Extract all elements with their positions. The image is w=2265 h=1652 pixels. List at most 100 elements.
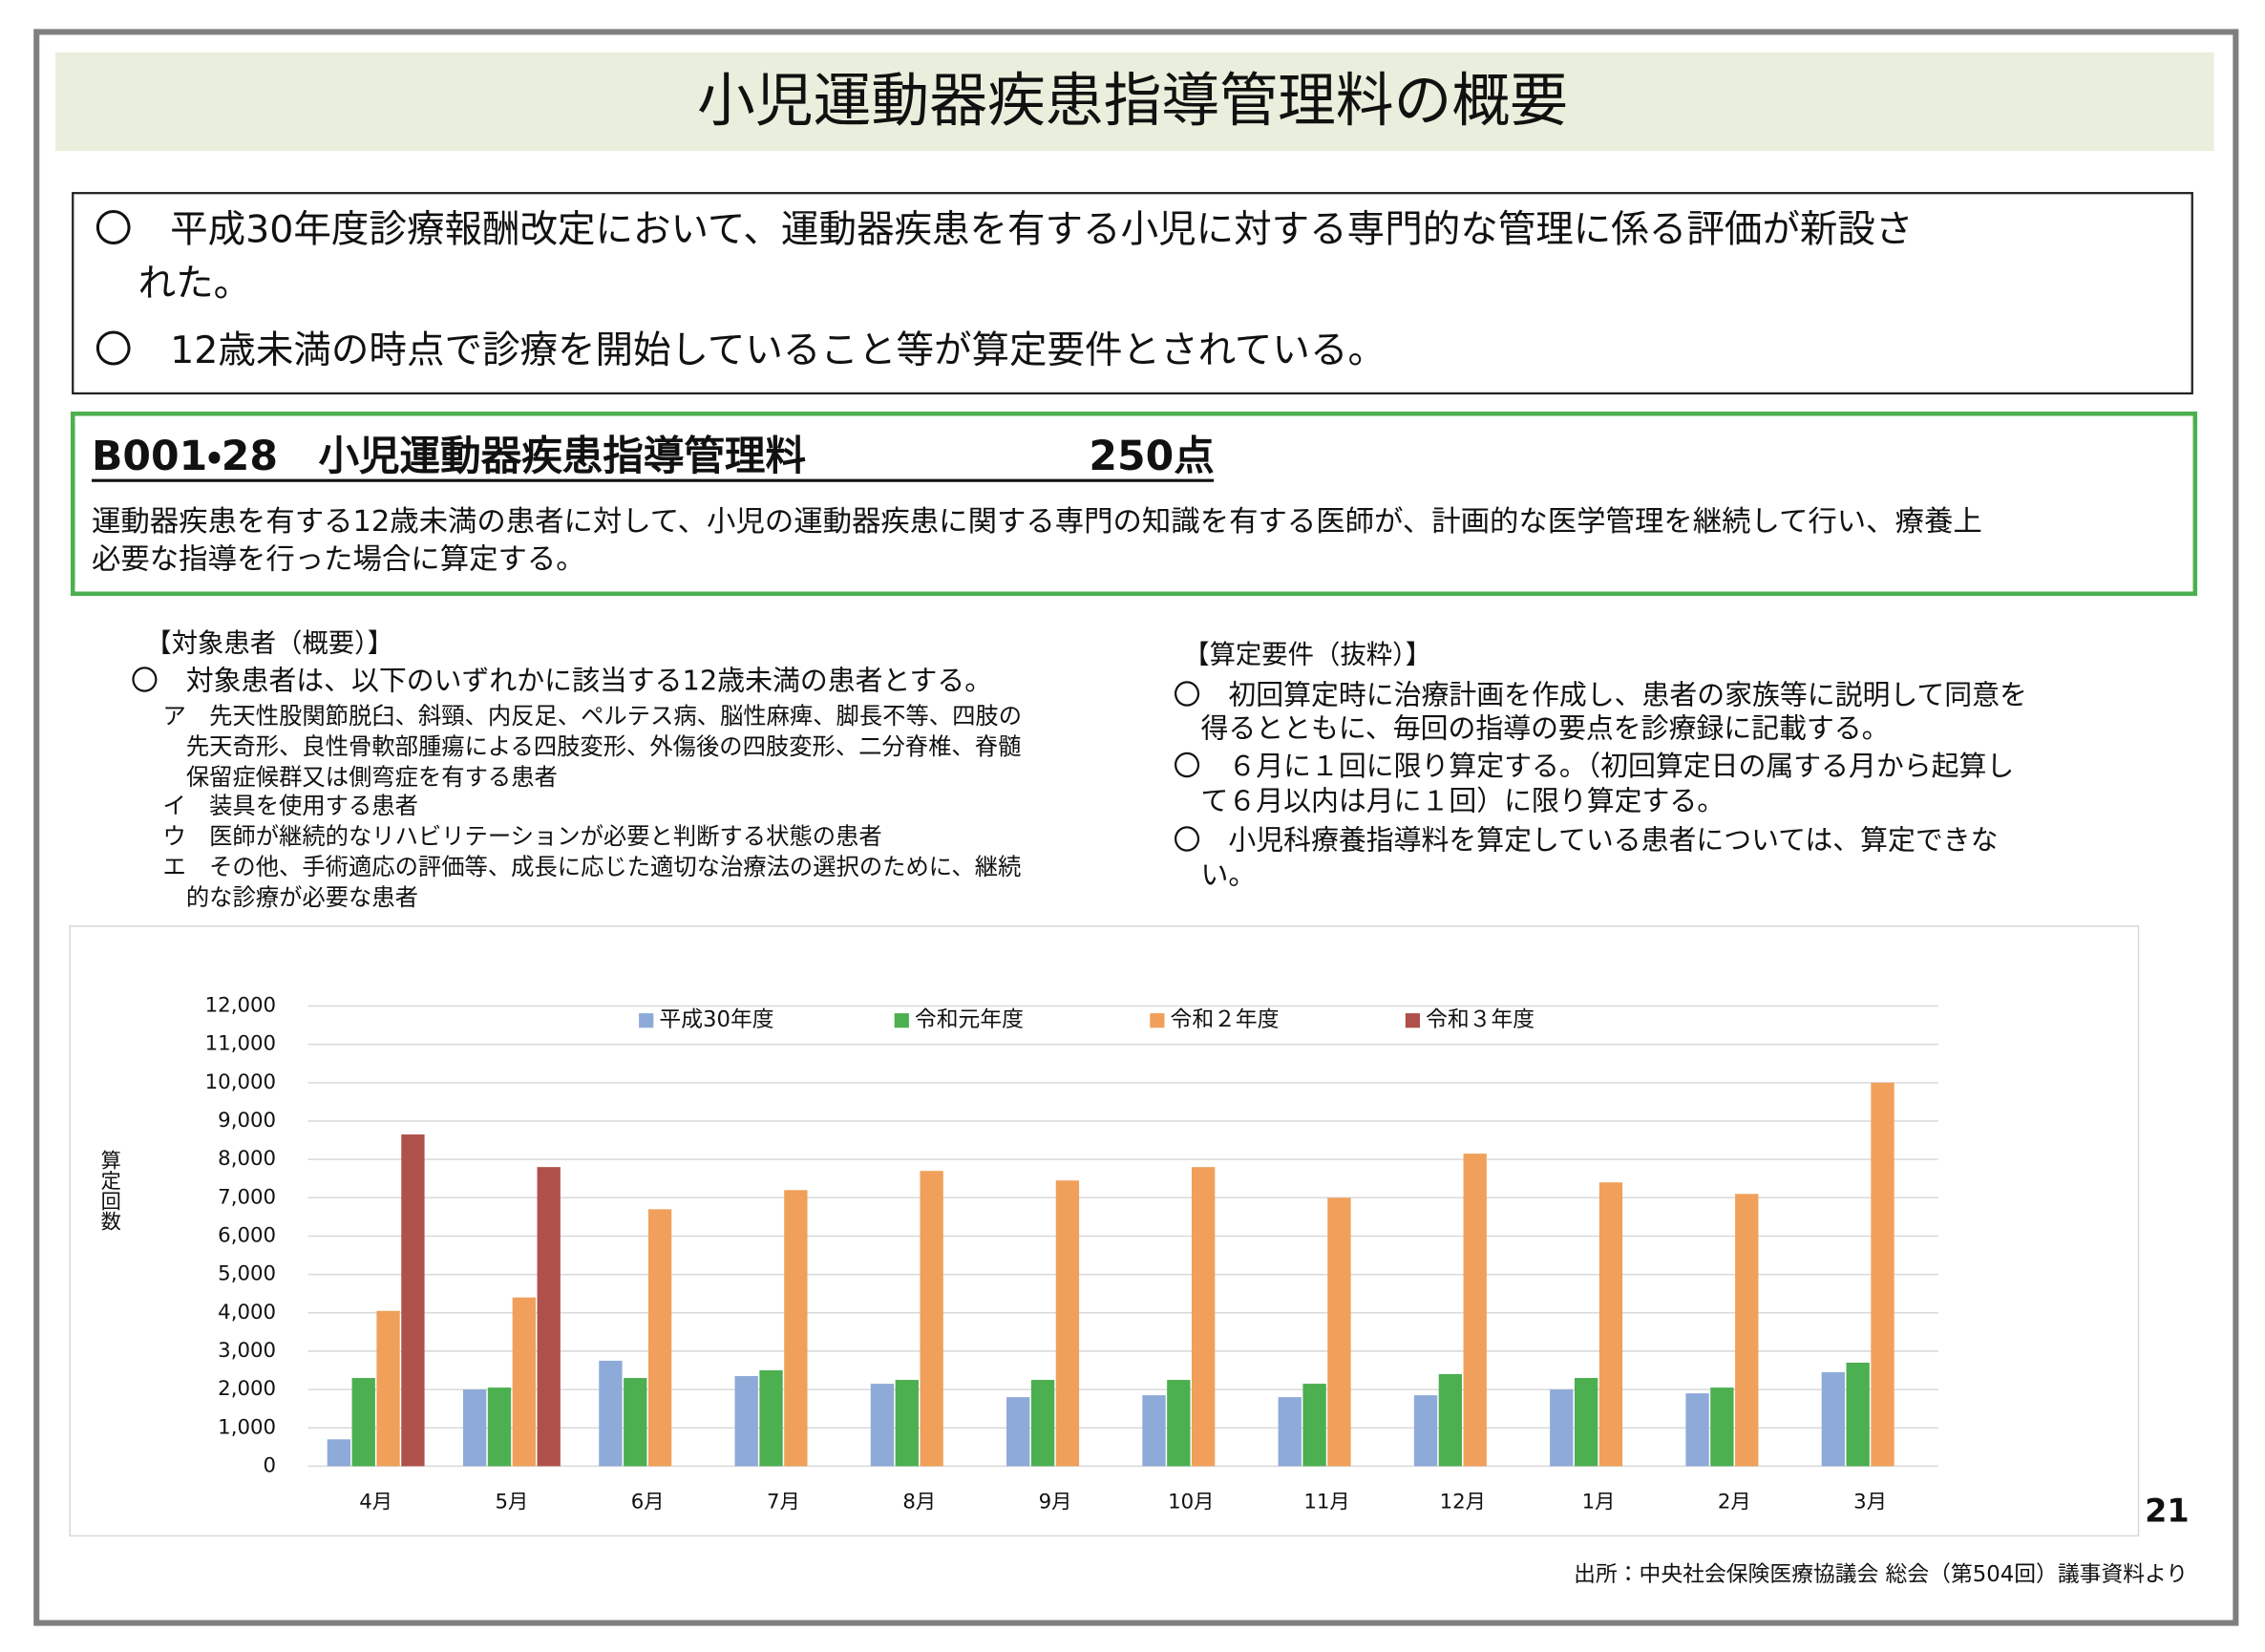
y-tick-label: 3,000 <box>218 1339 276 1363</box>
bar <box>1438 1374 1463 1467</box>
bar <box>895 1380 919 1467</box>
bar <box>1821 1372 1845 1467</box>
bar <box>1278 1397 1302 1467</box>
y-tick-label: 8,000 <box>218 1147 276 1171</box>
summary-line: 〇 12歳未満の時点で診療を開始していること等が算定要件とされている。 <box>95 328 1386 372</box>
bar <box>759 1370 783 1467</box>
y-tick-label: 6,000 <box>218 1223 276 1247</box>
target-item-line: ア 先天性股関節脱臼、斜頸、内反足、ペルテス病、脳性麻痺、脚長不等、四肢の <box>162 702 1022 730</box>
bar <box>1574 1378 1598 1467</box>
bar <box>537 1167 561 1467</box>
bar <box>599 1360 623 1467</box>
fee-box <box>70 411 2198 597</box>
bar <box>1302 1384 1326 1467</box>
requirement-line: い。 <box>1200 858 1256 891</box>
target-item-line: イ 装具を使用する患者 <box>162 792 417 819</box>
bar <box>1142 1395 1166 1467</box>
requirement-line: 〇 初回算定時に治療計画を作成し、患者の家族等に説明して同意を <box>1174 679 2027 711</box>
x-tick-label: 12月 <box>1440 1490 1486 1514</box>
bar <box>1167 1380 1191 1467</box>
x-tick-label: 9月 <box>1039 1490 1072 1514</box>
bar <box>1735 1194 1759 1467</box>
y-tick-label: 2,000 <box>218 1377 276 1401</box>
target-item-line: 保留症候群又は側弯症を有する患者 <box>186 763 558 791</box>
bar <box>1030 1380 1055 1467</box>
summary-line: れた。 <box>138 262 252 306</box>
bar <box>1413 1395 1438 1467</box>
source-note: 出所：中央社会保険医療協議会 総会（第504回）議事資料より <box>1574 1562 2188 1587</box>
y-axis-label: 算定回数 <box>97 1150 121 1232</box>
bar <box>1463 1154 1487 1467</box>
slide-title: 小児運動器疾患指導管理料の概要 <box>697 68 1568 135</box>
summary-box <box>72 192 2193 395</box>
bar <box>1871 1082 1895 1467</box>
fee-points: 250点 <box>1089 433 1214 480</box>
fee-description: 運動器疾患を有する12歳未満の患者に対して、小児の運動器疾患に関する専門の知識を… <box>92 505 1982 539</box>
bar <box>1006 1397 1030 1467</box>
x-tick-label: 3月 <box>1853 1490 1887 1514</box>
x-tick-label: 4月 <box>359 1490 392 1514</box>
target-item-line: 的な診療が必要な患者 <box>186 883 418 911</box>
x-tick-label: 1月 <box>1582 1490 1616 1514</box>
target-intro: 〇 対象患者は、以下のいずれかに該当する12歳未満の患者とする。 <box>131 664 992 696</box>
legend-swatch <box>894 1013 909 1028</box>
bar <box>512 1297 537 1467</box>
target-item-line: 先天奇形、良性骨軟部腫瘍による四肢変形、外傷後の四肢変形、二分脊椎、脊髄 <box>186 732 1022 760</box>
bar <box>1327 1197 1351 1467</box>
requirement-line: て６月以内は月に１回）に限り算定する。 <box>1200 785 1725 817</box>
bar <box>1550 1389 1574 1467</box>
x-tick-label: 11月 <box>1303 1490 1349 1514</box>
bar <box>1598 1182 1623 1467</box>
bar <box>784 1190 808 1467</box>
requirement-line: 〇 ６月に１回に限り算定する。（初回算定日の属する月から起算し <box>1174 750 2015 782</box>
bar <box>1192 1167 1216 1467</box>
bar <box>870 1384 895 1467</box>
target-item-line: エ その他、手術適応の評価等、成長に応じた適切な治療法の選択のために、継続 <box>162 853 1021 880</box>
bar <box>1685 1393 1709 1467</box>
bar <box>487 1387 512 1467</box>
bar <box>624 1378 647 1467</box>
legend-label: 令和元年度 <box>915 1007 1024 1032</box>
bar <box>920 1171 943 1467</box>
bar <box>376 1310 400 1467</box>
legend-swatch <box>1150 1013 1165 1028</box>
x-tick-label: 5月 <box>496 1490 529 1514</box>
bar <box>327 1439 351 1467</box>
y-tick-label: 4,000 <box>218 1301 276 1324</box>
bar <box>351 1378 375 1467</box>
x-tick-label: 7月 <box>767 1490 800 1514</box>
fee-code-name: B001・28 小児運動器疾患指導管理料 <box>92 433 806 480</box>
y-tick-label: 7,000 <box>218 1185 276 1209</box>
x-tick-label: 6月 <box>631 1490 665 1514</box>
fee-description: 必要な指導を行った場合に算定する。 <box>92 542 585 576</box>
legend-label: 令和３年度 <box>1426 1007 1535 1032</box>
y-tick-label: 5,000 <box>218 1262 276 1286</box>
bar <box>1846 1362 1870 1467</box>
y-tick-label: 1,000 <box>218 1415 276 1439</box>
bar <box>647 1209 672 1467</box>
y-tick-label: 11,000 <box>205 1032 276 1056</box>
bar <box>462 1389 487 1467</box>
page-number: 21 <box>2145 1493 2190 1530</box>
bar <box>734 1376 758 1467</box>
legend-swatch <box>1405 1013 1421 1028</box>
x-tick-label: 10月 <box>1168 1490 1214 1514</box>
target-item-line: ウ 医師が継続的なリハビリテーションが必要と判断する状態の患者 <box>162 822 881 850</box>
title-band <box>55 52 2214 152</box>
legend-label: 令和２年度 <box>1171 1007 1280 1032</box>
bar <box>1055 1180 1080 1467</box>
legend-label: 平成30年度 <box>659 1007 773 1032</box>
requirement-line: 〇 小児科療養指導料を算定している患者については、算定できな <box>1174 824 1999 857</box>
requirements-heading: 【算定要件（抜粋）】 <box>1183 641 1431 670</box>
y-tick-label: 9,000 <box>218 1109 276 1133</box>
summary-line: 〇 平成30年度診療報酬改定において、運動器疾患を有する小児に対する専門的な管理… <box>95 208 1913 252</box>
y-tick-label: 12,000 <box>205 994 276 1018</box>
requirement-line: 得るとともに、毎回の指導の要点を診療録に記載する。 <box>1200 712 1889 745</box>
bar <box>1710 1387 1734 1467</box>
y-tick-label: 0 <box>264 1453 277 1477</box>
legend-swatch <box>639 1013 654 1028</box>
target-heading: 【対象患者（概要）】 <box>145 628 393 658</box>
x-tick-label: 2月 <box>1718 1490 1751 1514</box>
